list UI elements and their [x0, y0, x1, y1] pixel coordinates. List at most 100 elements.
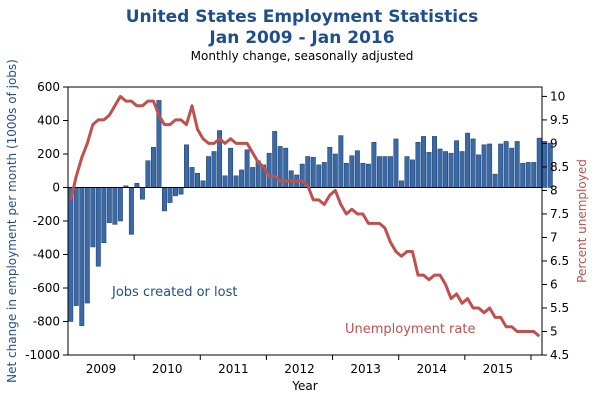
job-bar — [338, 135, 344, 188]
job-bar — [128, 187, 134, 235]
chart-date-range: Jan 2009 - Jan 2016 — [208, 28, 394, 48]
job-bar — [95, 187, 101, 267]
left-tick-label: -200 — [33, 214, 60, 228]
job-bar — [150, 147, 156, 188]
job-bar — [503, 141, 509, 188]
job-bar — [349, 155, 355, 188]
y-left-axis-title: Net change in employment per month (1000… — [5, 59, 19, 383]
job-bar — [498, 143, 504, 188]
job-bar — [376, 156, 382, 188]
job-bar — [393, 138, 399, 188]
job-bar — [492, 173, 498, 188]
job-bar — [173, 187, 178, 197]
left-axis-ticks: -1000 -800 -600 -400 -200 0 200 400 600 — [25, 80, 68, 362]
job-bar — [206, 156, 211, 188]
job-bar — [371, 142, 377, 188]
job-bar — [459, 151, 465, 188]
job-bar — [531, 162, 537, 188]
unemployment-series — [69, 94, 541, 338]
job-bar — [470, 138, 476, 188]
job-bar — [101, 187, 107, 244]
job-bar — [68, 187, 74, 322]
job-bar — [73, 187, 79, 306]
left-tick-label: -800 — [33, 315, 60, 329]
right-tick-label: 6 — [550, 277, 558, 291]
job-bar — [327, 147, 333, 188]
job-bar — [509, 147, 515, 188]
x-tick-label: 2013 — [350, 362, 381, 376]
job-bar — [432, 136, 437, 188]
job-bar — [465, 132, 471, 188]
right-tick-label: 5 — [550, 324, 558, 338]
job-bar — [410, 159, 415, 188]
job-bar — [167, 187, 173, 203]
plot-area — [67, 86, 543, 356]
right-tick-label: 4.5 — [550, 348, 569, 362]
job-bar — [476, 154, 482, 188]
right-tick-label: 8 — [550, 183, 558, 197]
chart-title: United States Employment Statistics — [126, 7, 479, 27]
job-bar — [145, 160, 151, 188]
job-bar — [84, 187, 90, 304]
job-bar — [415, 142, 421, 188]
x-axis-title: Year — [291, 379, 317, 393]
x-tick-label: 2014 — [416, 362, 447, 376]
job-bar — [178, 187, 184, 195]
job-bar — [354, 150, 360, 188]
right-tick-label: 6.5 — [550, 254, 569, 268]
job-bar — [387, 156, 393, 188]
x-axis-ticks: 2009 2010 2011 2012 2013 2014 2015 — [86, 355, 532, 376]
job-bar — [184, 144, 189, 188]
job-bar — [448, 152, 454, 188]
job-bar — [536, 137, 542, 188]
job-bar — [404, 156, 410, 188]
right-tick-label: 10 — [550, 89, 565, 103]
job-bar — [106, 187, 112, 223]
job-bar — [542, 141, 548, 188]
bars-series — [68, 100, 553, 326]
right-tick-label: 7 — [550, 230, 558, 244]
job-bar — [200, 180, 206, 188]
job-bar — [244, 149, 250, 188]
job-bar — [421, 136, 426, 188]
job-bar — [343, 162, 349, 188]
job-bar — [228, 147, 234, 188]
job-bar — [79, 187, 85, 326]
x-tick-label: 2012 — [284, 362, 315, 376]
job-bar — [525, 162, 531, 188]
unemployment-line — [69, 94, 541, 338]
job-bar — [365, 163, 371, 188]
job-bar — [139, 187, 145, 200]
chart-subtitle: Monthly change, seasonally adjusted — [191, 49, 414, 63]
right-tick-label: 8.5 — [550, 160, 569, 174]
job-bar — [382, 156, 388, 188]
job-bar — [112, 187, 118, 225]
right-axis-ticks: 4.5 5 5.5 6 6.5 7 7.5 8 8.5 9 9.5 10 — [542, 89, 569, 362]
jobs-annotation: Jobs created or lost — [111, 285, 237, 300]
job-bar — [321, 162, 327, 188]
job-bar — [520, 162, 526, 188]
job-bar — [266, 152, 272, 188]
left-tick-label: 600 — [37, 80, 60, 94]
x-tick-label: 2010 — [152, 362, 183, 376]
left-tick-label: 0 — [52, 181, 60, 195]
job-bar — [189, 167, 195, 188]
job-bar — [443, 151, 448, 188]
job-bar — [288, 170, 294, 188]
left-tick-label: 200 — [37, 147, 60, 161]
job-bar — [222, 175, 228, 188]
job-bar — [426, 152, 432, 188]
right-tick-label: 9 — [550, 136, 558, 150]
job-bar — [481, 144, 487, 188]
right-tick-label: 5.5 — [550, 301, 569, 315]
job-bar — [360, 162, 366, 188]
left-tick-label: 400 — [37, 114, 60, 128]
right-tick-label: 9.5 — [550, 113, 569, 127]
job-bar — [547, 142, 553, 188]
job-bar — [250, 167, 256, 188]
job-bar — [514, 141, 520, 188]
job-bar — [90, 187, 96, 248]
job-bar — [316, 164, 322, 188]
y-right-axis-title: Percent unemployed — [575, 159, 589, 283]
